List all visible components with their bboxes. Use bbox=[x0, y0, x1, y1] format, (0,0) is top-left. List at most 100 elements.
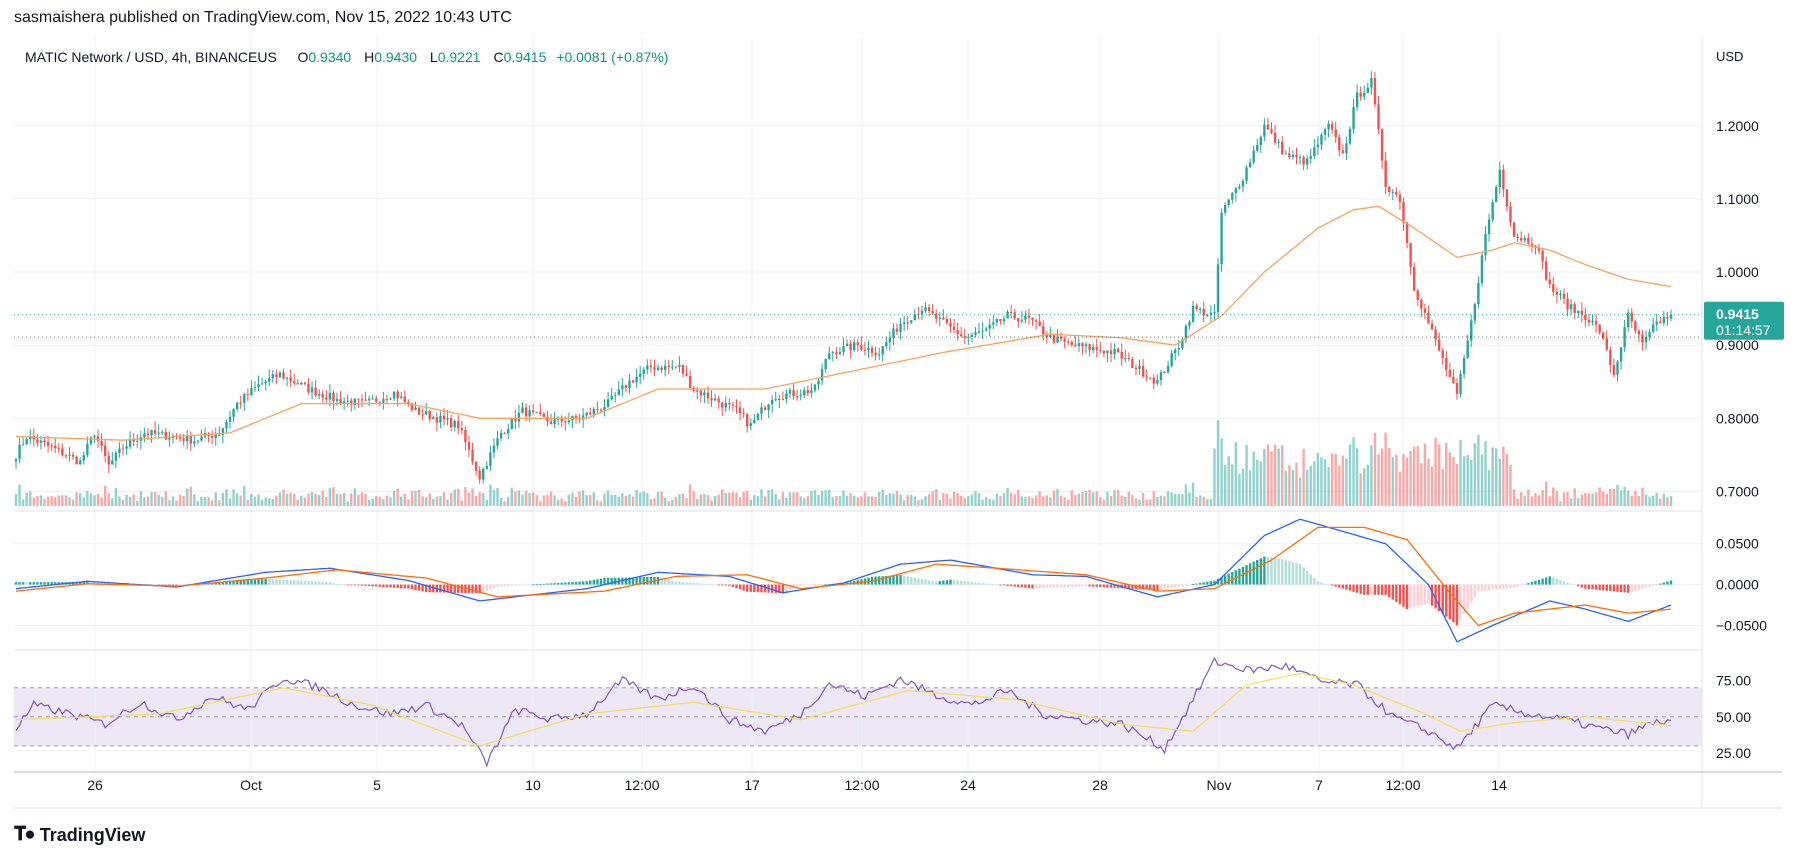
symbol-label[interactable]: MATIC Network / USD, 4h, BINANCEUS bbox=[25, 49, 277, 65]
volume-bar bbox=[1623, 486, 1626, 506]
macd-histogram-bar bbox=[303, 580, 307, 585]
tradingview-logo[interactable]: 𝐓● TradingView bbox=[14, 824, 145, 846]
price-tick-label: 1.1000 bbox=[1716, 191, 1759, 207]
volume-bar bbox=[103, 486, 107, 506]
candle bbox=[999, 318, 1002, 322]
candle bbox=[268, 378, 271, 382]
volume-bar bbox=[210, 500, 214, 506]
macd-histogram-bar bbox=[1191, 584, 1195, 585]
volume-bar bbox=[328, 488, 332, 506]
macd-histogram-bar bbox=[264, 578, 267, 585]
volume-bar bbox=[703, 493, 706, 506]
macd-histogram-bar bbox=[1313, 577, 1316, 585]
macd-histogram-bar bbox=[1355, 584, 1359, 593]
volume-bar bbox=[1609, 488, 1612, 506]
candle bbox=[1266, 124, 1270, 130]
macd-histogram-bar bbox=[357, 584, 360, 586]
candle bbox=[1669, 314, 1673, 319]
macd-histogram-bar bbox=[1577, 584, 1580, 587]
candle bbox=[446, 418, 449, 420]
candle bbox=[250, 388, 253, 395]
time-tick-label: 12:00 bbox=[624, 777, 659, 793]
volume-bar bbox=[1437, 444, 1441, 506]
macd-histogram-bar bbox=[624, 577, 628, 585]
volume-bar bbox=[1626, 490, 1630, 506]
candle bbox=[1102, 350, 1106, 354]
volume-bar bbox=[696, 499, 699, 506]
macd-histogram-bar bbox=[1534, 580, 1537, 585]
volume-bar bbox=[1131, 495, 1134, 506]
macd-histogram-bar bbox=[660, 577, 663, 585]
macd-histogram-bar bbox=[1559, 580, 1562, 585]
macd-histogram-bar bbox=[449, 584, 453, 593]
volume-bar bbox=[589, 495, 592, 506]
candle bbox=[574, 415, 578, 419]
candle bbox=[1516, 236, 1519, 239]
volume-bar bbox=[139, 491, 143, 506]
candle bbox=[335, 398, 339, 402]
volume-bar bbox=[186, 488, 189, 506]
volume-bar bbox=[1231, 464, 1234, 506]
candle bbox=[688, 375, 692, 388]
candle bbox=[485, 466, 489, 469]
candle bbox=[1091, 347, 1095, 351]
price-axis-unit: USD bbox=[1716, 49, 1743, 64]
candle bbox=[457, 420, 460, 429]
volume-bar bbox=[1284, 471, 1287, 506]
candle bbox=[1644, 336, 1648, 343]
macd-histogram-bar bbox=[321, 581, 324, 585]
macd-histogram-bar bbox=[899, 575, 902, 585]
macd-histogram-bar bbox=[931, 581, 934, 585]
volume-bar bbox=[1555, 491, 1559, 506]
macd-histogram-bar bbox=[367, 584, 371, 587]
candle bbox=[785, 393, 788, 400]
candle bbox=[984, 328, 988, 331]
candle bbox=[592, 408, 596, 415]
macd-histogram-bar bbox=[745, 584, 749, 592]
macd-histogram-bar bbox=[1402, 584, 1405, 607]
macd-histogram-bar bbox=[1045, 584, 1049, 588]
volume-bar bbox=[913, 496, 917, 506]
volume-bar bbox=[877, 491, 881, 506]
candle bbox=[360, 399, 364, 401]
candle bbox=[1124, 358, 1127, 360]
macd-histogram-bar bbox=[888, 575, 892, 585]
macd-histogram-bar bbox=[246, 580, 250, 585]
volume-bar bbox=[193, 494, 196, 506]
macd-histogram-bar bbox=[1516, 584, 1519, 587]
candle bbox=[653, 367, 656, 370]
macd-histogram-bar bbox=[1081, 584, 1084, 587]
time-tick-label: 12:00 bbox=[1385, 777, 1420, 793]
candle bbox=[1537, 247, 1541, 251]
volume-bar bbox=[1391, 457, 1394, 506]
candle bbox=[332, 392, 335, 402]
volume-bar bbox=[489, 484, 492, 506]
macd-histogram-bar bbox=[1651, 584, 1655, 586]
volume-bar bbox=[250, 494, 253, 506]
volume-bar bbox=[1170, 492, 1173, 506]
volume-bar bbox=[770, 489, 774, 506]
candle bbox=[357, 398, 360, 400]
close-label: C bbox=[493, 49, 504, 65]
macd-histogram-bar bbox=[521, 584, 524, 586]
bar-countdown-timer: 01:14:57 bbox=[1716, 322, 1771, 338]
volume-bar bbox=[321, 490, 324, 506]
volume-bar bbox=[539, 500, 542, 506]
volume-bar bbox=[449, 493, 453, 506]
candle bbox=[721, 402, 724, 408]
candle bbox=[1149, 377, 1152, 379]
candle bbox=[1612, 365, 1616, 375]
candle bbox=[1530, 243, 1534, 246]
candle bbox=[956, 329, 959, 335]
macd-histogram-bar bbox=[1149, 584, 1152, 590]
candle bbox=[243, 393, 246, 403]
volume-bar bbox=[264, 497, 267, 506]
volume-bar bbox=[1395, 454, 1398, 506]
candle bbox=[1238, 186, 1241, 189]
candle bbox=[1181, 339, 1184, 348]
candle bbox=[710, 398, 713, 401]
candle bbox=[660, 367, 663, 370]
macd-histogram-bar bbox=[681, 582, 685, 585]
macd-histogram-bar bbox=[1131, 584, 1134, 589]
macd-histogram-bar bbox=[371, 584, 374, 587]
